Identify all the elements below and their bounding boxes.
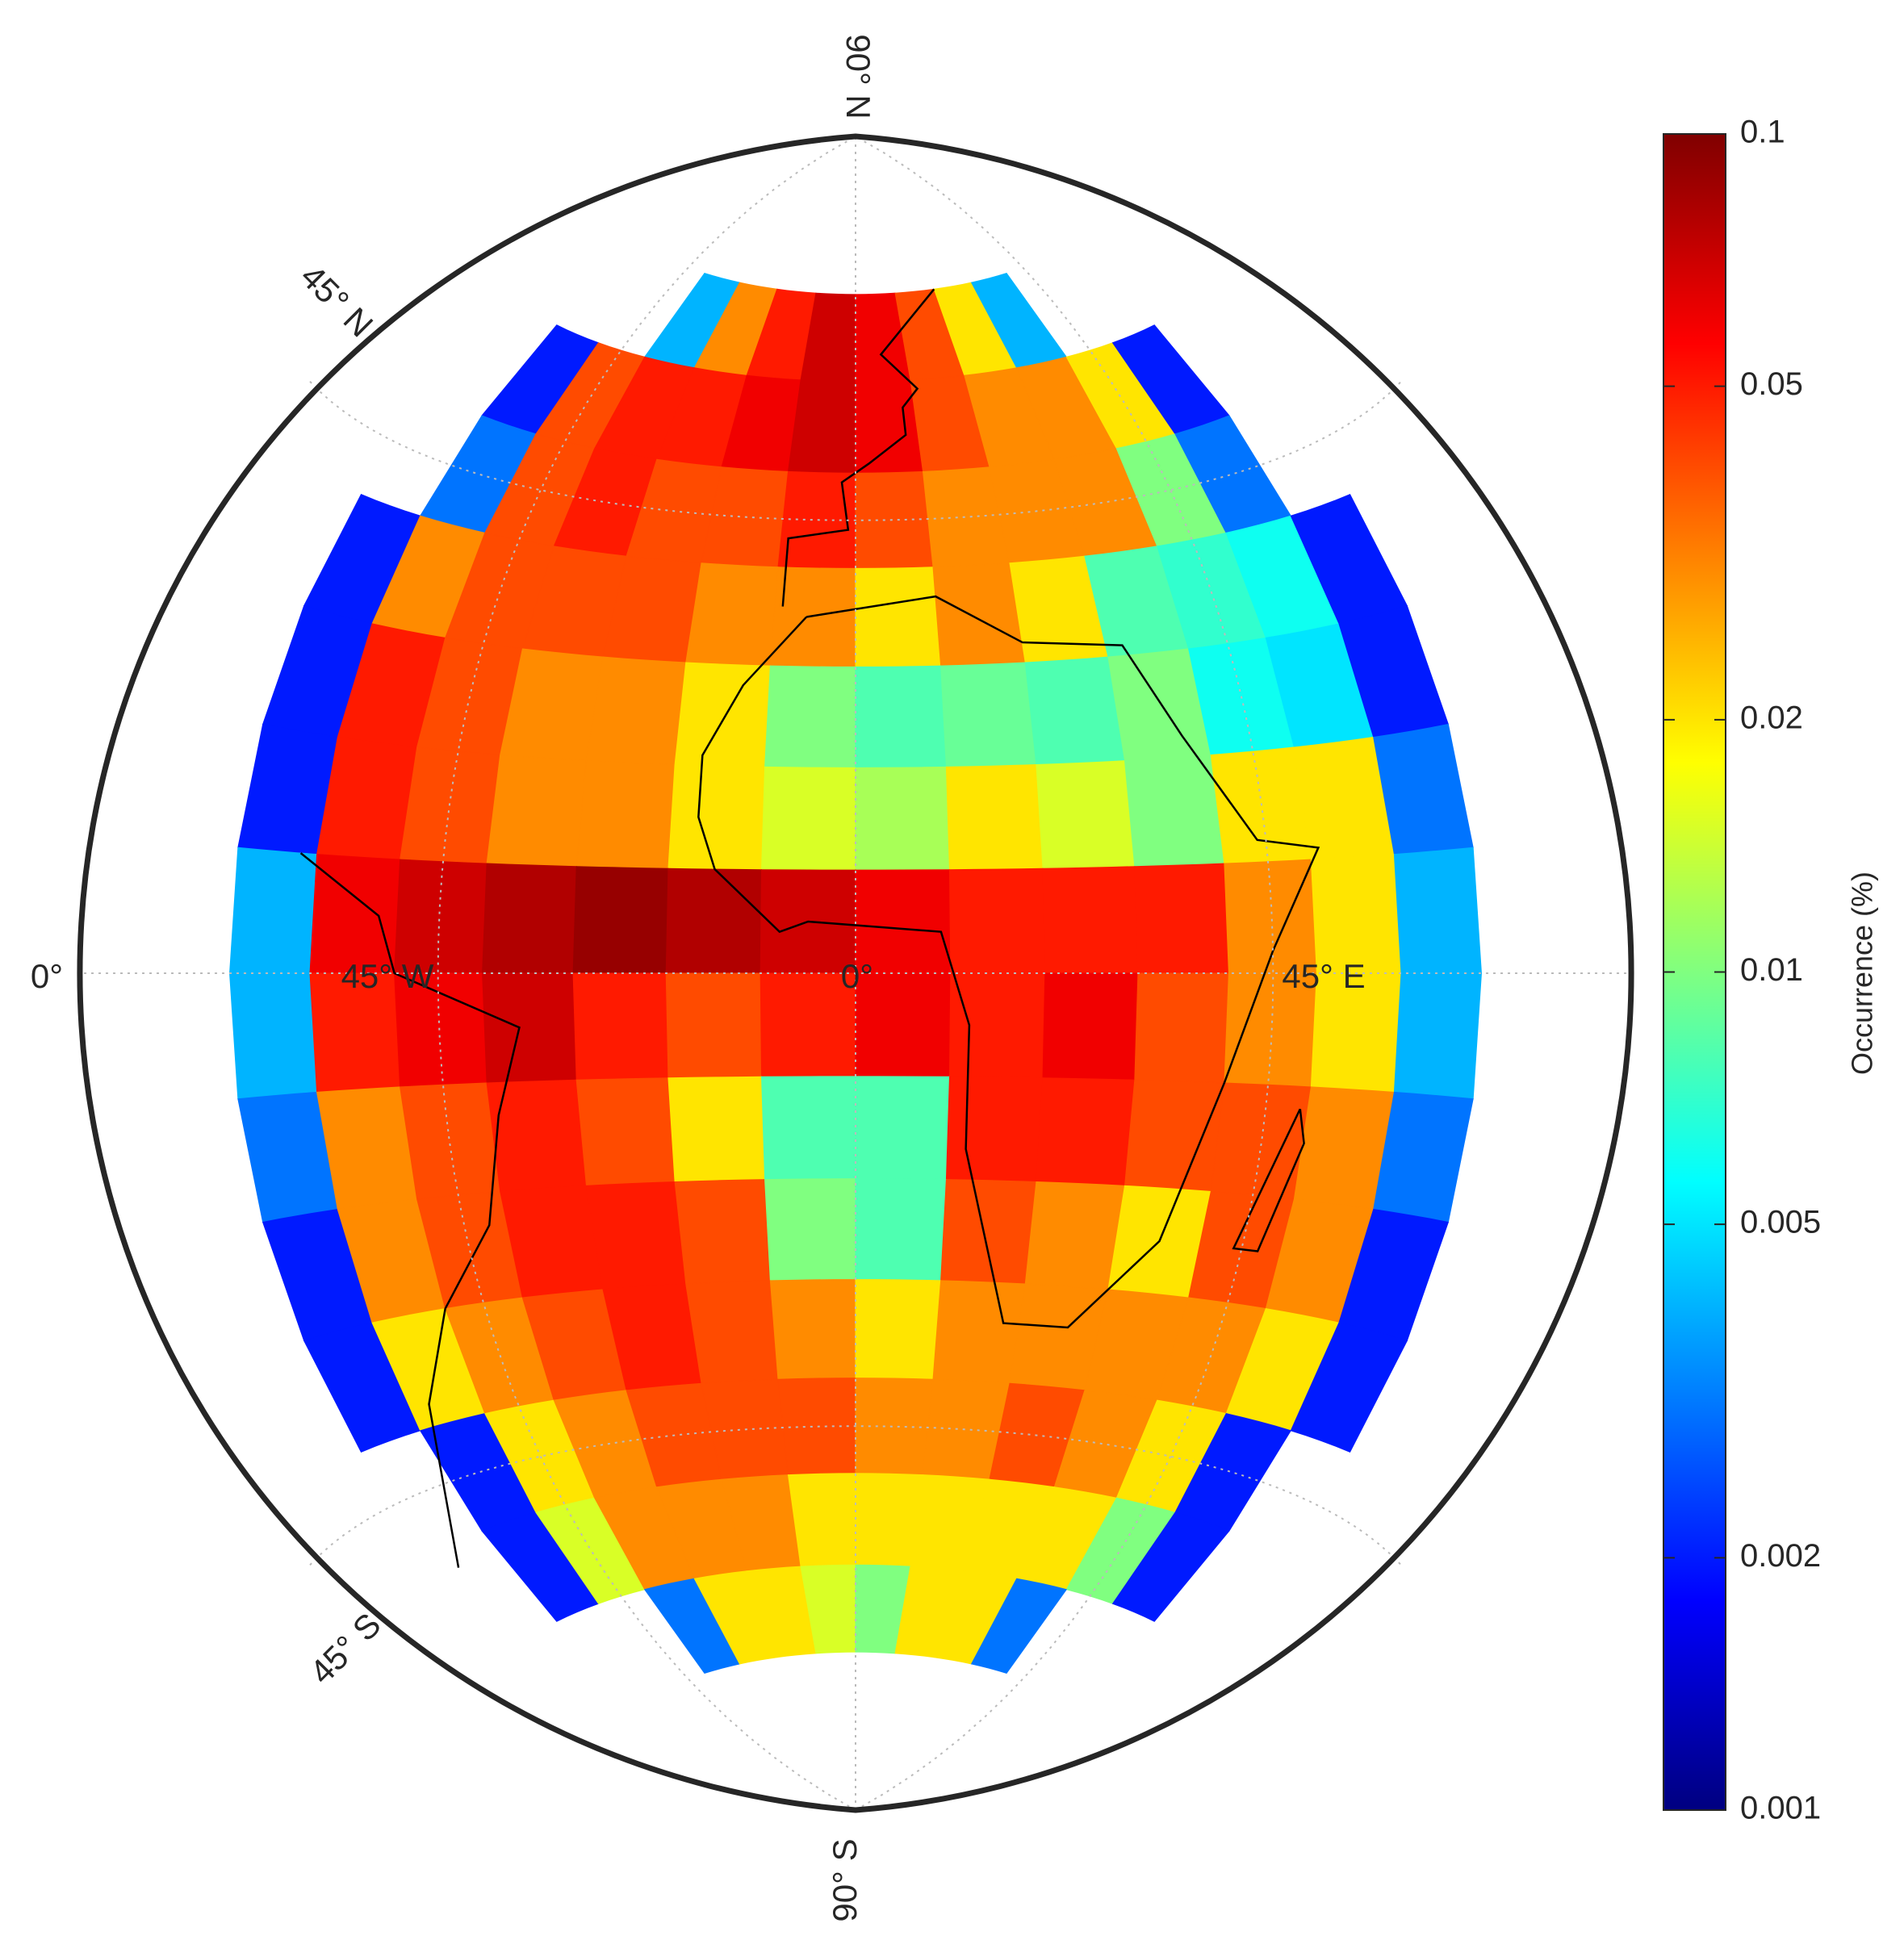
cell: [769, 1279, 856, 1380]
cell: [1024, 1181, 1126, 1290]
cell: [665, 868, 763, 974]
cell: [855, 470, 934, 569]
coastline: [1232, 1108, 1305, 1252]
grid-label: 45° S: [302, 1605, 387, 1691]
cell: [228, 847, 318, 974]
cell: [945, 1076, 1044, 1182]
cell: [572, 972, 669, 1081]
cell: [1036, 1077, 1136, 1186]
cell: [486, 755, 588, 868]
cell: [940, 662, 1037, 767]
grid-label: 0°: [841, 957, 873, 995]
cell: [685, 1280, 779, 1384]
cell: [575, 1077, 676, 1186]
cell: [1111, 1511, 1230, 1622]
cell: [940, 1179, 1037, 1285]
cell: [945, 764, 1044, 871]
cell: [1134, 863, 1229, 974]
colorbar-tick-label: 0.05: [1740, 366, 1803, 402]
cell: [572, 866, 669, 974]
cell: [674, 662, 771, 767]
cell: [948, 868, 1046, 974]
cell: [855, 665, 947, 768]
colorbar-tick-label: 0.1: [1740, 115, 1785, 150]
cell: [1210, 1082, 1312, 1200]
cell: [1042, 866, 1139, 974]
cell: [970, 1578, 1068, 1675]
cell: [1393, 972, 1483, 1100]
colorbar-tick-label: 0.02: [1740, 700, 1803, 735]
cell: [855, 1178, 947, 1281]
colorbar-label: Occurrence (%): [1846, 872, 1879, 1075]
colorbar-tick-label: 0.002: [1740, 1538, 1821, 1574]
cell: [482, 863, 577, 974]
cell: [585, 1181, 687, 1290]
cell: [764, 1178, 856, 1281]
coastlines: [299, 288, 1320, 1568]
cell: [585, 656, 687, 766]
cell: [855, 766, 950, 871]
cell: [667, 764, 766, 871]
cell: [486, 1079, 588, 1192]
cell: [1290, 1322, 1408, 1453]
cell: [855, 1279, 942, 1380]
colorbar-tick-label: 0.005: [1740, 1205, 1821, 1240]
colorbar-tick-label: 0.01: [1740, 952, 1803, 988]
cell: [761, 766, 856, 871]
map-frame: [77, 133, 1634, 1813]
cell: [855, 1378, 934, 1476]
grid-label: 45° W: [341, 957, 434, 995]
cell: [764, 665, 856, 768]
cell: [1124, 1079, 1225, 1192]
cell: [674, 1179, 771, 1285]
cell: [932, 562, 1026, 667]
cell: [228, 972, 318, 1100]
cell: [1124, 755, 1225, 868]
cell: [1042, 972, 1139, 1081]
cell: [855, 1076, 950, 1181]
cell: [685, 562, 779, 667]
cell: [665, 972, 763, 1079]
cell: [400, 1082, 501, 1200]
cell: [1134, 972, 1229, 1084]
cell: [667, 1076, 766, 1182]
coastline: [781, 288, 935, 607]
cell: [769, 567, 856, 667]
colorbar-ticks: 0.001 0.002 0.005 0.01 0.02 0.05 0.1: [1663, 115, 1821, 1826]
cell: [932, 1280, 1026, 1384]
cell: [482, 972, 577, 1084]
cell: [761, 1076, 856, 1181]
coastline: [697, 595, 1320, 1329]
cell: [394, 859, 488, 974]
grid-label: 0°: [31, 957, 63, 995]
parallel: [309, 381, 1402, 521]
cell: [777, 1378, 856, 1476]
meridian: [437, 136, 856, 1811]
cell: [948, 972, 1046, 1079]
colorbar-tick-label: 0.001: [1740, 1791, 1821, 1826]
cell: [1393, 847, 1483, 974]
grid-label: 45° N: [293, 257, 380, 345]
graticule: [84, 136, 1627, 1811]
parallel: [309, 1425, 1402, 1566]
cell: [777, 470, 856, 569]
grid-label: 90° S: [826, 1838, 864, 1921]
cell: [855, 567, 942, 667]
cell: [1310, 854, 1402, 974]
grid-label: 90° N: [839, 34, 877, 119]
grid-label: 45° E: [1282, 957, 1365, 995]
cell: [575, 760, 676, 869]
meridian: [855, 136, 1274, 1811]
cell: [1036, 760, 1136, 869]
cell: [1024, 656, 1126, 766]
coastline: [299, 852, 521, 1568]
